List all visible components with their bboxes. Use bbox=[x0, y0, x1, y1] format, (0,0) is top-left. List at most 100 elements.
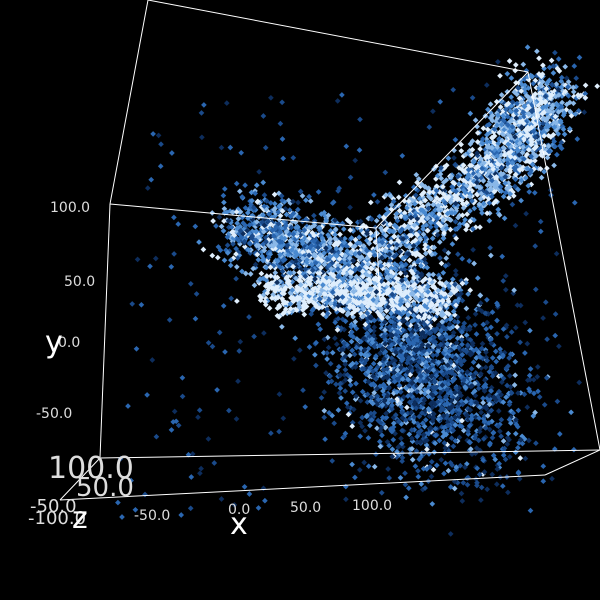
data-point bbox=[332, 235, 338, 242]
data-point bbox=[478, 497, 484, 503]
data-point bbox=[324, 256, 331, 263]
data-point bbox=[570, 89, 577, 95]
data-point bbox=[482, 364, 489, 371]
data-point bbox=[288, 247, 295, 253]
data-point bbox=[265, 254, 272, 261]
data-point bbox=[512, 67, 519, 74]
data-point bbox=[311, 238, 317, 245]
data-point bbox=[263, 198, 270, 204]
data-point bbox=[335, 407, 342, 413]
data-point bbox=[571, 63, 578, 69]
data-point bbox=[555, 56, 562, 62]
data-point bbox=[233, 209, 240, 215]
data-point bbox=[253, 182, 260, 189]
data-point bbox=[472, 311, 479, 317]
data-point bbox=[367, 199, 374, 206]
data-point bbox=[242, 270, 249, 277]
data-point bbox=[487, 101, 494, 108]
data-point bbox=[506, 58, 513, 64]
data-point bbox=[295, 206, 301, 213]
data-point bbox=[286, 207, 293, 213]
data-point bbox=[508, 94, 515, 100]
data-point bbox=[436, 437, 443, 444]
data-point bbox=[498, 433, 504, 440]
data-point bbox=[349, 389, 356, 396]
data-point bbox=[252, 261, 259, 268]
data-point bbox=[306, 224, 313, 231]
data-point bbox=[307, 198, 314, 204]
data-point bbox=[221, 186, 228, 192]
data-point bbox=[499, 483, 506, 489]
data-point bbox=[271, 191, 278, 198]
data-point bbox=[556, 343, 562, 350]
data-point bbox=[224, 249, 231, 256]
data-point bbox=[210, 218, 216, 224]
data-point bbox=[378, 489, 385, 496]
data-point bbox=[527, 327, 533, 334]
data-point bbox=[536, 394, 543, 400]
data-point bbox=[221, 199, 227, 206]
data-point bbox=[234, 225, 240, 232]
data-point bbox=[488, 252, 494, 259]
data-point bbox=[396, 179, 403, 186]
data-point bbox=[337, 246, 344, 252]
data-point bbox=[477, 146, 483, 152]
data-point bbox=[516, 476, 523, 482]
data-point bbox=[309, 246, 316, 253]
data-point bbox=[267, 200, 274, 206]
data-point bbox=[266, 211, 272, 218]
data-point bbox=[412, 463, 419, 470]
data-point bbox=[196, 239, 202, 245]
data-point bbox=[321, 389, 328, 395]
data-point bbox=[234, 298, 240, 304]
data-point bbox=[347, 382, 354, 388]
data-point bbox=[508, 329, 515, 335]
data-point bbox=[255, 243, 262, 249]
data-point bbox=[373, 217, 380, 224]
data-point bbox=[306, 193, 312, 200]
data-point bbox=[471, 260, 477, 267]
data-point bbox=[490, 429, 497, 436]
data-point bbox=[390, 436, 397, 443]
data-point bbox=[415, 473, 422, 480]
data-point bbox=[291, 355, 297, 362]
data-point bbox=[373, 451, 379, 458]
data-point bbox=[484, 296, 490, 303]
data-point bbox=[327, 360, 334, 367]
data-point bbox=[311, 212, 317, 219]
data-point bbox=[512, 324, 519, 331]
data-point bbox=[220, 228, 227, 234]
data-point bbox=[329, 248, 335, 255]
data-point bbox=[471, 205, 478, 212]
data-point bbox=[227, 262, 234, 269]
data-point bbox=[554, 398, 561, 405]
data-point bbox=[277, 229, 284, 235]
data-point bbox=[332, 226, 339, 233]
data-point bbox=[341, 235, 348, 242]
data-point bbox=[495, 408, 502, 414]
data-point bbox=[332, 231, 338, 238]
data-point bbox=[230, 241, 236, 247]
data-point bbox=[494, 317, 500, 324]
data-point bbox=[436, 239, 443, 245]
data-point bbox=[234, 220, 241, 227]
data-point bbox=[494, 330, 500, 337]
data-point bbox=[561, 131, 568, 138]
data-point bbox=[274, 258, 281, 265]
data-point bbox=[293, 263, 300, 270]
data-point bbox=[512, 358, 519, 365]
data-point bbox=[253, 229, 259, 235]
data-point bbox=[362, 427, 368, 434]
data-point bbox=[562, 63, 569, 70]
data-point bbox=[527, 507, 534, 514]
data-point bbox=[221, 257, 228, 264]
data-point bbox=[524, 340, 531, 347]
data-point bbox=[418, 481, 425, 487]
data-point bbox=[536, 55, 542, 62]
data-point bbox=[518, 197, 524, 204]
data-point bbox=[406, 257, 413, 264]
data-point bbox=[493, 481, 500, 488]
data-point bbox=[290, 210, 297, 217]
